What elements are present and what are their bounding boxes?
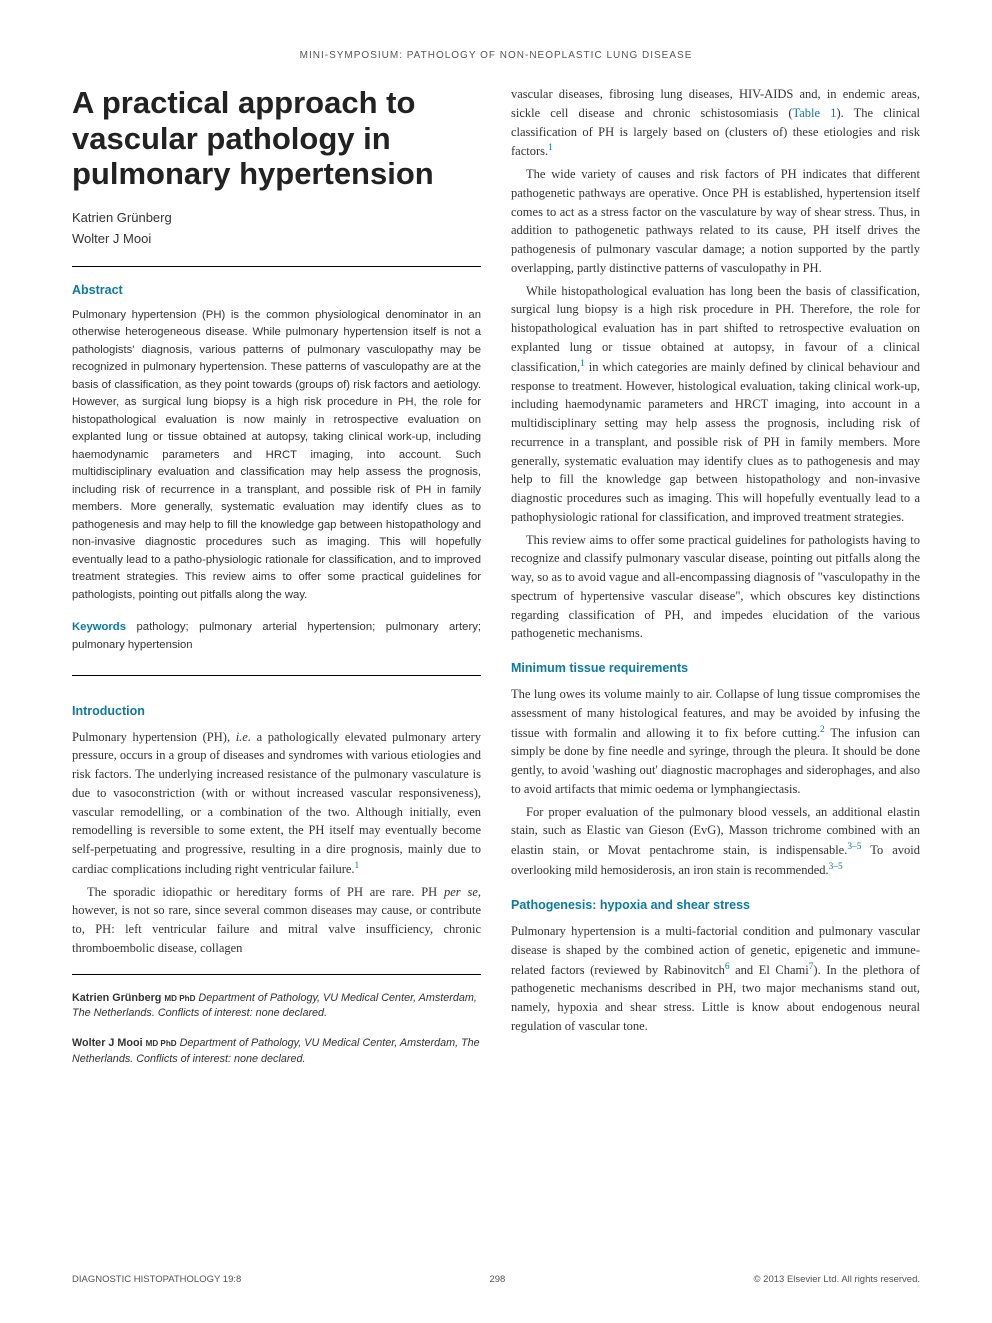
- citation-link[interactable]: 1: [548, 143, 553, 153]
- keywords-values: pathology; pulmonary arterial hypertensi…: [72, 621, 481, 651]
- footer-copyright: © 2013 Elsevier Ltd. All rights reserved…: [754, 1274, 920, 1285]
- text: Pulmonary hypertension (PH),: [72, 730, 236, 744]
- citation-link[interactable]: 3–5: [829, 862, 843, 872]
- abstract-label: Abstract: [72, 283, 481, 297]
- divider: [72, 974, 481, 975]
- author-name: Wolter J Mooi: [72, 231, 481, 246]
- body-paragraph: Pulmonary hypertension is a multi-factor…: [511, 922, 920, 1036]
- intro-paragraph: Pulmonary hypertension (PH), i.e. a path…: [72, 728, 481, 879]
- text: a pathologically elevated pulmonary arte…: [72, 730, 481, 876]
- body-paragraph: This review aims to offer some practical…: [511, 531, 920, 644]
- page-footer: DIAGNOSTIC HISTOPATHOLOGY 19:8 298 © 201…: [72, 1274, 920, 1285]
- footer-journal: DIAGNOSTIC HISTOPATHOLOGY 19:8: [72, 1274, 241, 1285]
- citation-link[interactable]: 3–5: [847, 842, 861, 852]
- table-link[interactable]: Table 1: [793, 106, 837, 120]
- italic-text: i.e.: [236, 730, 251, 744]
- left-column: A practical approach to vascular patholo…: [72, 85, 481, 1067]
- right-column: vascular diseases, fibrosing lung diseas…: [511, 85, 920, 1067]
- body-paragraph: For proper evaluation of the pulmonary b…: [511, 803, 920, 880]
- text: The sporadic idiopathic or hereditary fo…: [87, 885, 444, 899]
- two-column-layout: A practical approach to vascular patholo…: [72, 85, 920, 1067]
- text: and El Chami: [730, 963, 809, 977]
- keywords-line: Keywords pathology; pulmonary arterial h…: [72, 618, 481, 654]
- section-heading: Minimum tissue requirements: [511, 661, 920, 675]
- author-name: Katrien Grünberg: [72, 210, 481, 225]
- italic-text: per se: [444, 885, 478, 899]
- article-title: A practical approach to vascular patholo…: [72, 85, 481, 192]
- author-affiliation: Katrien Grünberg MD PhD Department of Pa…: [72, 991, 481, 1022]
- keywords-label: Keywords: [72, 621, 126, 633]
- body-paragraph: The lung owes its volume mainly to air. …: [511, 685, 920, 799]
- intro-paragraph: The sporadic idiopathic or hereditary fo…: [72, 883, 481, 958]
- body-paragraph: The wide variety of causes and risk fact…: [511, 165, 920, 278]
- author-affiliation: Wolter J Mooi MD PhD Department of Patho…: [72, 1036, 481, 1067]
- affil-author-name: Wolter J Mooi MD PhD: [72, 1037, 177, 1049]
- citation-link[interactable]: 1: [355, 861, 360, 871]
- introduction-label: Introduction: [72, 704, 481, 718]
- affil-author-name: Katrien Grünberg MD PhD: [72, 992, 195, 1004]
- body-paragraph: While histopathological evaluation has l…: [511, 282, 920, 527]
- text: in which categories are mainly defined b…: [511, 360, 920, 524]
- divider: [72, 266, 481, 267]
- section-heading: Pathogenesis: hypoxia and shear stress: [511, 898, 920, 912]
- footer-page-number: 298: [489, 1274, 505, 1285]
- body-paragraph: vascular diseases, fibrosing lung diseas…: [511, 85, 920, 161]
- abstract-text: Pulmonary hypertension (PH) is the commo…: [72, 307, 481, 605]
- journal-section-header: MINI-SYMPOSIUM: PATHOLOGY OF NON-NEOPLAS…: [72, 50, 920, 61]
- divider: [72, 675, 481, 676]
